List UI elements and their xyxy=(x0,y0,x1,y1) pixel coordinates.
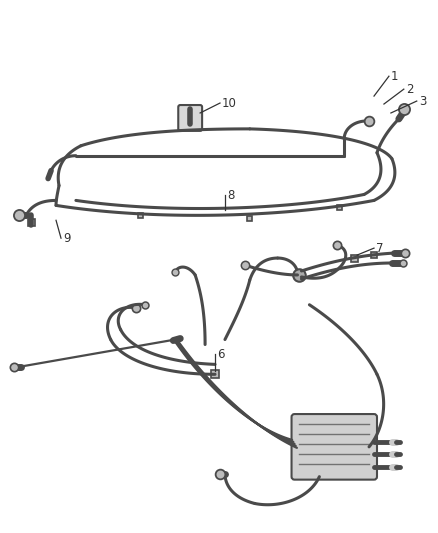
Text: 9: 9 xyxy=(63,232,71,245)
Bar xyxy=(28,219,35,226)
Bar xyxy=(211,370,219,378)
Bar xyxy=(337,205,342,210)
Text: 3: 3 xyxy=(419,94,426,108)
Text: 8: 8 xyxy=(227,189,234,202)
FancyBboxPatch shape xyxy=(292,414,377,480)
Text: 6: 6 xyxy=(217,348,225,361)
Bar xyxy=(247,216,252,221)
Bar xyxy=(138,213,143,218)
Bar xyxy=(371,252,377,258)
Bar xyxy=(351,255,357,262)
Text: 10: 10 xyxy=(222,96,237,110)
FancyBboxPatch shape xyxy=(178,105,202,131)
Text: 1: 1 xyxy=(391,70,399,83)
Text: 2: 2 xyxy=(406,83,413,95)
Text: 7: 7 xyxy=(376,241,384,255)
